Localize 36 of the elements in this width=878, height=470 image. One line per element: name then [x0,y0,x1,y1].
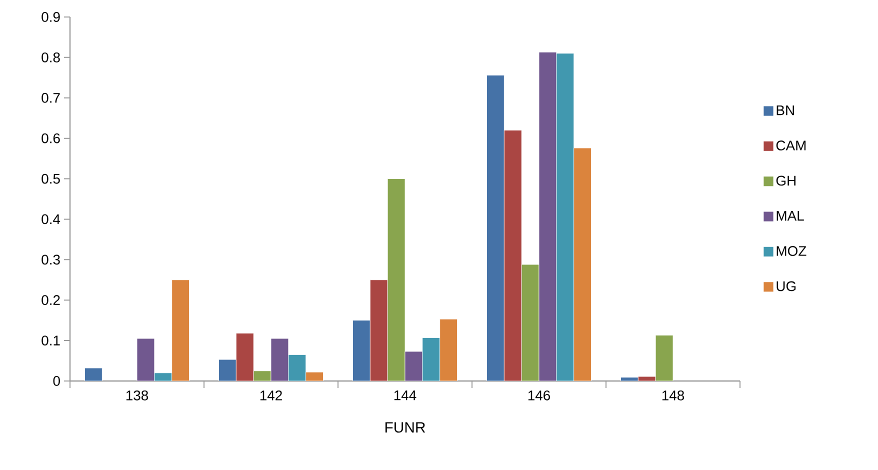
y-tick-label: 0.2 [42,295,60,306]
bar [270,338,289,381]
bar [288,354,306,381]
y-tick-label: 0.3 [42,254,60,265]
bar [370,280,388,381]
bar [440,318,458,381]
bar [556,53,574,381]
x-tick-label: 146 [528,390,550,400]
x-tick-label: 144 [394,390,416,400]
legend-label: GH [776,176,796,186]
bar [84,368,102,381]
y-tick-label: 0.5 [42,174,60,184]
y-tick-label: 0.8 [42,52,60,62]
x-tick-label: 148 [662,390,684,400]
y-tick-label: 0.7 [42,92,60,103]
legend-label: CAM [776,140,806,150]
y-tick-label: 0.1 [42,336,60,346]
bar [172,280,190,381]
legend-label: BN [776,105,794,116]
bar [538,52,557,381]
legend-label: MOZ [776,246,806,256]
x-axis-title: FUNR [385,422,426,433]
bar [574,148,592,381]
y-tick-label: 0 [53,376,60,386]
y-tick-label: 0.6 [42,133,60,144]
bar [136,338,155,381]
bar [404,351,423,381]
bar [504,130,522,381]
y-tick-label: 0.4 [42,214,60,224]
x-tick-label: 142 [260,390,282,400]
y-tick-label: 0.9 [42,12,60,22]
bar [236,333,254,381]
x-tick-label: 138 [126,390,148,400]
bar [422,338,440,381]
legend-label: MAL [776,210,804,221]
legend-label: UG [776,281,796,292]
